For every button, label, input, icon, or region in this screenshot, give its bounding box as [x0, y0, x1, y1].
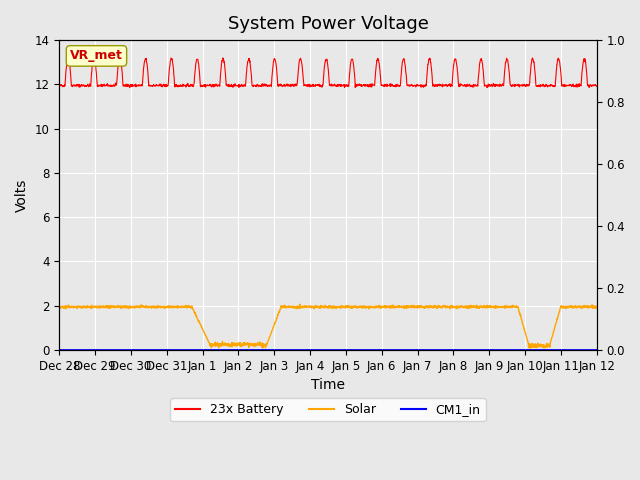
CM1_in: [83, 347, 90, 353]
23x Battery: [479, 66, 487, 72]
Solar: [479, 304, 486, 310]
Solar: [577, 304, 585, 310]
Text: VR_met: VR_met: [70, 49, 123, 62]
CM1_in: [317, 347, 324, 353]
CM1_in: [577, 347, 585, 353]
CM1_in: [479, 347, 486, 353]
Solar: [593, 304, 600, 310]
Solar: [317, 303, 324, 309]
CM1_in: [56, 347, 63, 353]
Solar: [303, 304, 310, 310]
23x Battery: [56, 82, 63, 88]
Solar: [296, 301, 304, 307]
23x Battery: [577, 78, 585, 84]
23x Battery: [578, 75, 586, 81]
Line: Solar: Solar: [60, 304, 596, 348]
Title: System Power Voltage: System Power Voltage: [228, 15, 428, 33]
23x Battery: [219, 55, 227, 61]
23x Battery: [303, 84, 310, 89]
23x Battery: [593, 83, 600, 89]
23x Battery: [317, 83, 325, 89]
Solar: [578, 306, 586, 312]
23x Battery: [83, 83, 90, 89]
Legend: 23x Battery, Solar, CM1_in: 23x Battery, Solar, CM1_in: [170, 398, 486, 421]
Solar: [83, 305, 90, 311]
Solar: [56, 304, 63, 310]
Line: 23x Battery: 23x Battery: [60, 58, 596, 88]
CM1_in: [303, 347, 310, 353]
CM1_in: [577, 347, 584, 353]
Y-axis label: Volts: Volts: [15, 179, 29, 212]
Solar: [527, 346, 534, 351]
23x Battery: [126, 85, 134, 91]
CM1_in: [593, 347, 600, 353]
X-axis label: Time: Time: [311, 378, 345, 392]
